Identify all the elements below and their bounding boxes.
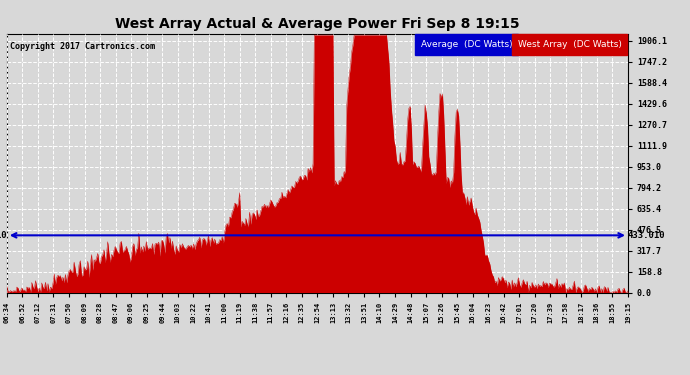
Text: 433.010: 433.010 [628, 231, 666, 240]
Text: 433.010: 433.010 [0, 231, 7, 240]
Text: Copyright 2017 Cartronics.com: Copyright 2017 Cartronics.com [10, 42, 155, 51]
Legend: Average  (DC Watts), West Array  (DC Watts): Average (DC Watts), West Array (DC Watts… [416, 38, 623, 51]
Title: West Array Actual & Average Power Fri Sep 8 19:15: West Array Actual & Average Power Fri Se… [115, 17, 520, 31]
